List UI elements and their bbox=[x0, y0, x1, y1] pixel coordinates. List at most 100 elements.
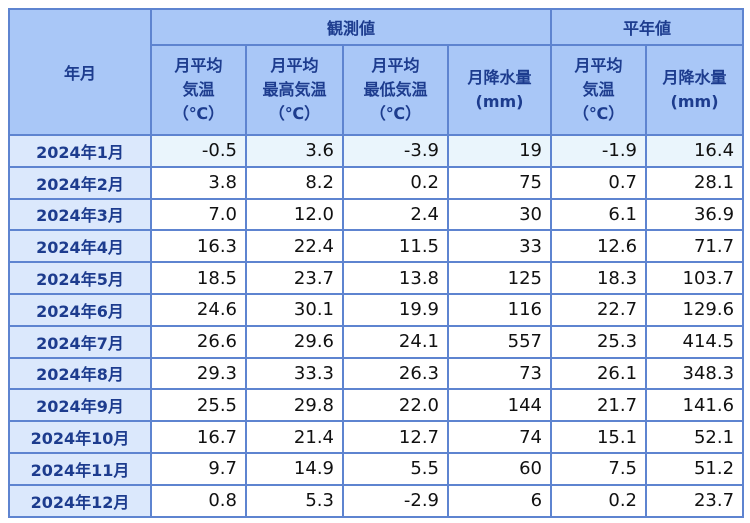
cell: 21.7 bbox=[550, 388, 648, 423]
cell: 25.3 bbox=[550, 324, 648, 359]
cell: 12.6 bbox=[550, 229, 648, 264]
cell: 129.6 bbox=[645, 292, 745, 327]
table-row: 2024年6月 24.6 30.1 19.9 116 22.7 129.6 bbox=[8, 292, 745, 327]
cell: 2.4 bbox=[342, 197, 449, 232]
row-label: 2024年6月 bbox=[8, 292, 152, 327]
climate-table: 年月 観測値 平年値 月平均 気温 （℃） 月平均 最高気温 （℃） 月平均 最低気温 （℃）月… bbox=[8, 8, 745, 518]
cell: 33 bbox=[446, 229, 553, 264]
column-header-line: 月平均 bbox=[574, 56, 623, 75]
cell: 7.0 bbox=[150, 197, 247, 232]
cell: 15.1 bbox=[550, 420, 648, 454]
table-row: 2024年12月 0.8 5.3 -2.9 6 0.2 23.7 bbox=[8, 483, 745, 518]
table-row: 2024年8月 29.3 33.3 26.3 73 26.1 348.3 bbox=[8, 356, 745, 391]
column-header: 月降水量 (mm) bbox=[645, 44, 745, 136]
row-label: 2024年4月 bbox=[8, 229, 152, 264]
table-row: 2024年1月 -0.5 3.6 -3.9 19 -1.9 16.4 bbox=[8, 134, 745, 168]
row-label: 2024年8月 bbox=[8, 356, 152, 391]
cell: 23.7 bbox=[245, 261, 344, 295]
row-label: 2024年7月 bbox=[8, 324, 152, 359]
column-header: 月平均気温 （℃） bbox=[150, 44, 247, 136]
column-header-line: （℃） bbox=[172, 104, 225, 123]
cell: 0.7 bbox=[550, 165, 648, 200]
cell: 3.8 bbox=[150, 165, 247, 200]
cell: 6 bbox=[446, 483, 553, 518]
column-header-line: （℃） bbox=[369, 104, 422, 123]
row-label: 2024年5月 bbox=[8, 261, 152, 295]
column-header-line: 気温 bbox=[582, 80, 615, 99]
column-header-line: (mm) bbox=[670, 92, 719, 111]
cell: 0.2 bbox=[550, 483, 648, 518]
cell: 26.1 bbox=[550, 356, 648, 391]
cell: 125 bbox=[446, 261, 553, 295]
cell: 11.5 bbox=[342, 229, 449, 264]
cell: 116 bbox=[446, 292, 553, 327]
column-header-line: 月降水量 bbox=[467, 68, 532, 87]
column-header: 月平均 気温 （℃） bbox=[550, 44, 648, 136]
cell: 141.6 bbox=[645, 388, 745, 423]
cell: 74 bbox=[446, 420, 553, 454]
cell: 26.3 bbox=[342, 356, 449, 391]
cell: 144 bbox=[446, 388, 553, 423]
row-label: 2024年1月 bbox=[8, 134, 152, 168]
cell: 5.5 bbox=[342, 451, 449, 486]
column-header-line: （℃） bbox=[268, 104, 321, 123]
cell: 33.3 bbox=[245, 356, 344, 391]
cell: 22.0 bbox=[342, 388, 449, 423]
column-header: 月平均 最高気温 （℃） bbox=[245, 44, 344, 136]
cell: 414.5 bbox=[645, 324, 745, 359]
table-row: 2024年4月 16.3 22.4 11.5 33 12.6 71.7 bbox=[8, 229, 745, 264]
corner-header: 年月 bbox=[8, 8, 152, 136]
row-label: 2024年10月 bbox=[8, 420, 152, 454]
cell: 16.4 bbox=[645, 134, 745, 168]
cell: 24.1 bbox=[342, 324, 449, 359]
cell: 19.9 bbox=[342, 292, 449, 327]
cell: 557 bbox=[446, 324, 553, 359]
column-header-line: 最高気温 bbox=[262, 80, 327, 99]
cell: 13.8 bbox=[342, 261, 449, 295]
cell: 24.6 bbox=[150, 292, 247, 327]
cell: 9.7 bbox=[150, 451, 247, 486]
cell: 8.2 bbox=[245, 165, 344, 200]
cell: 22.7 bbox=[550, 292, 648, 327]
table-row: 2024年10月 16.7 21.4 12.7 74 15.1 52.1 bbox=[8, 420, 745, 454]
column-header-line: 月降水量 bbox=[662, 68, 727, 87]
group-header: 平年値 bbox=[550, 8, 745, 46]
table-row: 2024年11月 9.7 14.9 5.5 60 7.5 51.2 bbox=[8, 451, 745, 486]
column-header-line: 最低気温 bbox=[363, 80, 428, 99]
cell: -1.9 bbox=[550, 134, 648, 168]
column-header-line: 気温 bbox=[182, 80, 215, 99]
cell: 30 bbox=[446, 197, 553, 232]
cell: 75 bbox=[446, 165, 553, 200]
cell: 22.4 bbox=[245, 229, 344, 264]
group-header: 観測値 bbox=[149, 8, 553, 46]
cell: 25.5 bbox=[150, 388, 247, 423]
cell: 18.3 bbox=[550, 261, 648, 295]
column-header-line: 月平均 bbox=[174, 56, 223, 75]
cell: 60 bbox=[446, 451, 553, 486]
cell: 12.0 bbox=[245, 197, 344, 232]
row-label: 2024年12月 bbox=[8, 483, 152, 518]
cell: 23.7 bbox=[645, 483, 745, 518]
cell: 348.3 bbox=[645, 356, 745, 391]
row-label: 2024年11月 bbox=[8, 451, 152, 486]
row-label: 2024年9月 bbox=[8, 388, 152, 423]
table-row: 2024年2月 3.8 8.2 0.2 75 0.7 28.1 bbox=[8, 165, 745, 200]
cell: 21.4 bbox=[245, 420, 344, 454]
cell: 28.1 bbox=[645, 165, 745, 200]
cell: 6.1 bbox=[550, 197, 648, 232]
cell: -3.9 bbox=[342, 134, 449, 168]
cell: 18.5 bbox=[150, 261, 247, 295]
row-label: 2024年2月 bbox=[8, 165, 152, 200]
cell: 5.3 bbox=[245, 483, 344, 518]
cell: 73 bbox=[446, 356, 553, 391]
column-header-line: 月平均 bbox=[371, 56, 420, 75]
column-header-line: (mm) bbox=[475, 92, 524, 111]
table-row: 2024年5月 18.5 23.7 13.8 125 18.3 103.7 bbox=[8, 261, 745, 295]
cell: -0.5 bbox=[150, 134, 247, 168]
cell: 26.6 bbox=[150, 324, 247, 359]
cell: 29.8 bbox=[245, 388, 344, 423]
cell: 103.7 bbox=[645, 261, 745, 295]
table-row: 2024年7月 26.6 29.6 24.1 557 25.3 414.5 bbox=[8, 324, 745, 359]
cell: 0.8 bbox=[150, 483, 247, 518]
